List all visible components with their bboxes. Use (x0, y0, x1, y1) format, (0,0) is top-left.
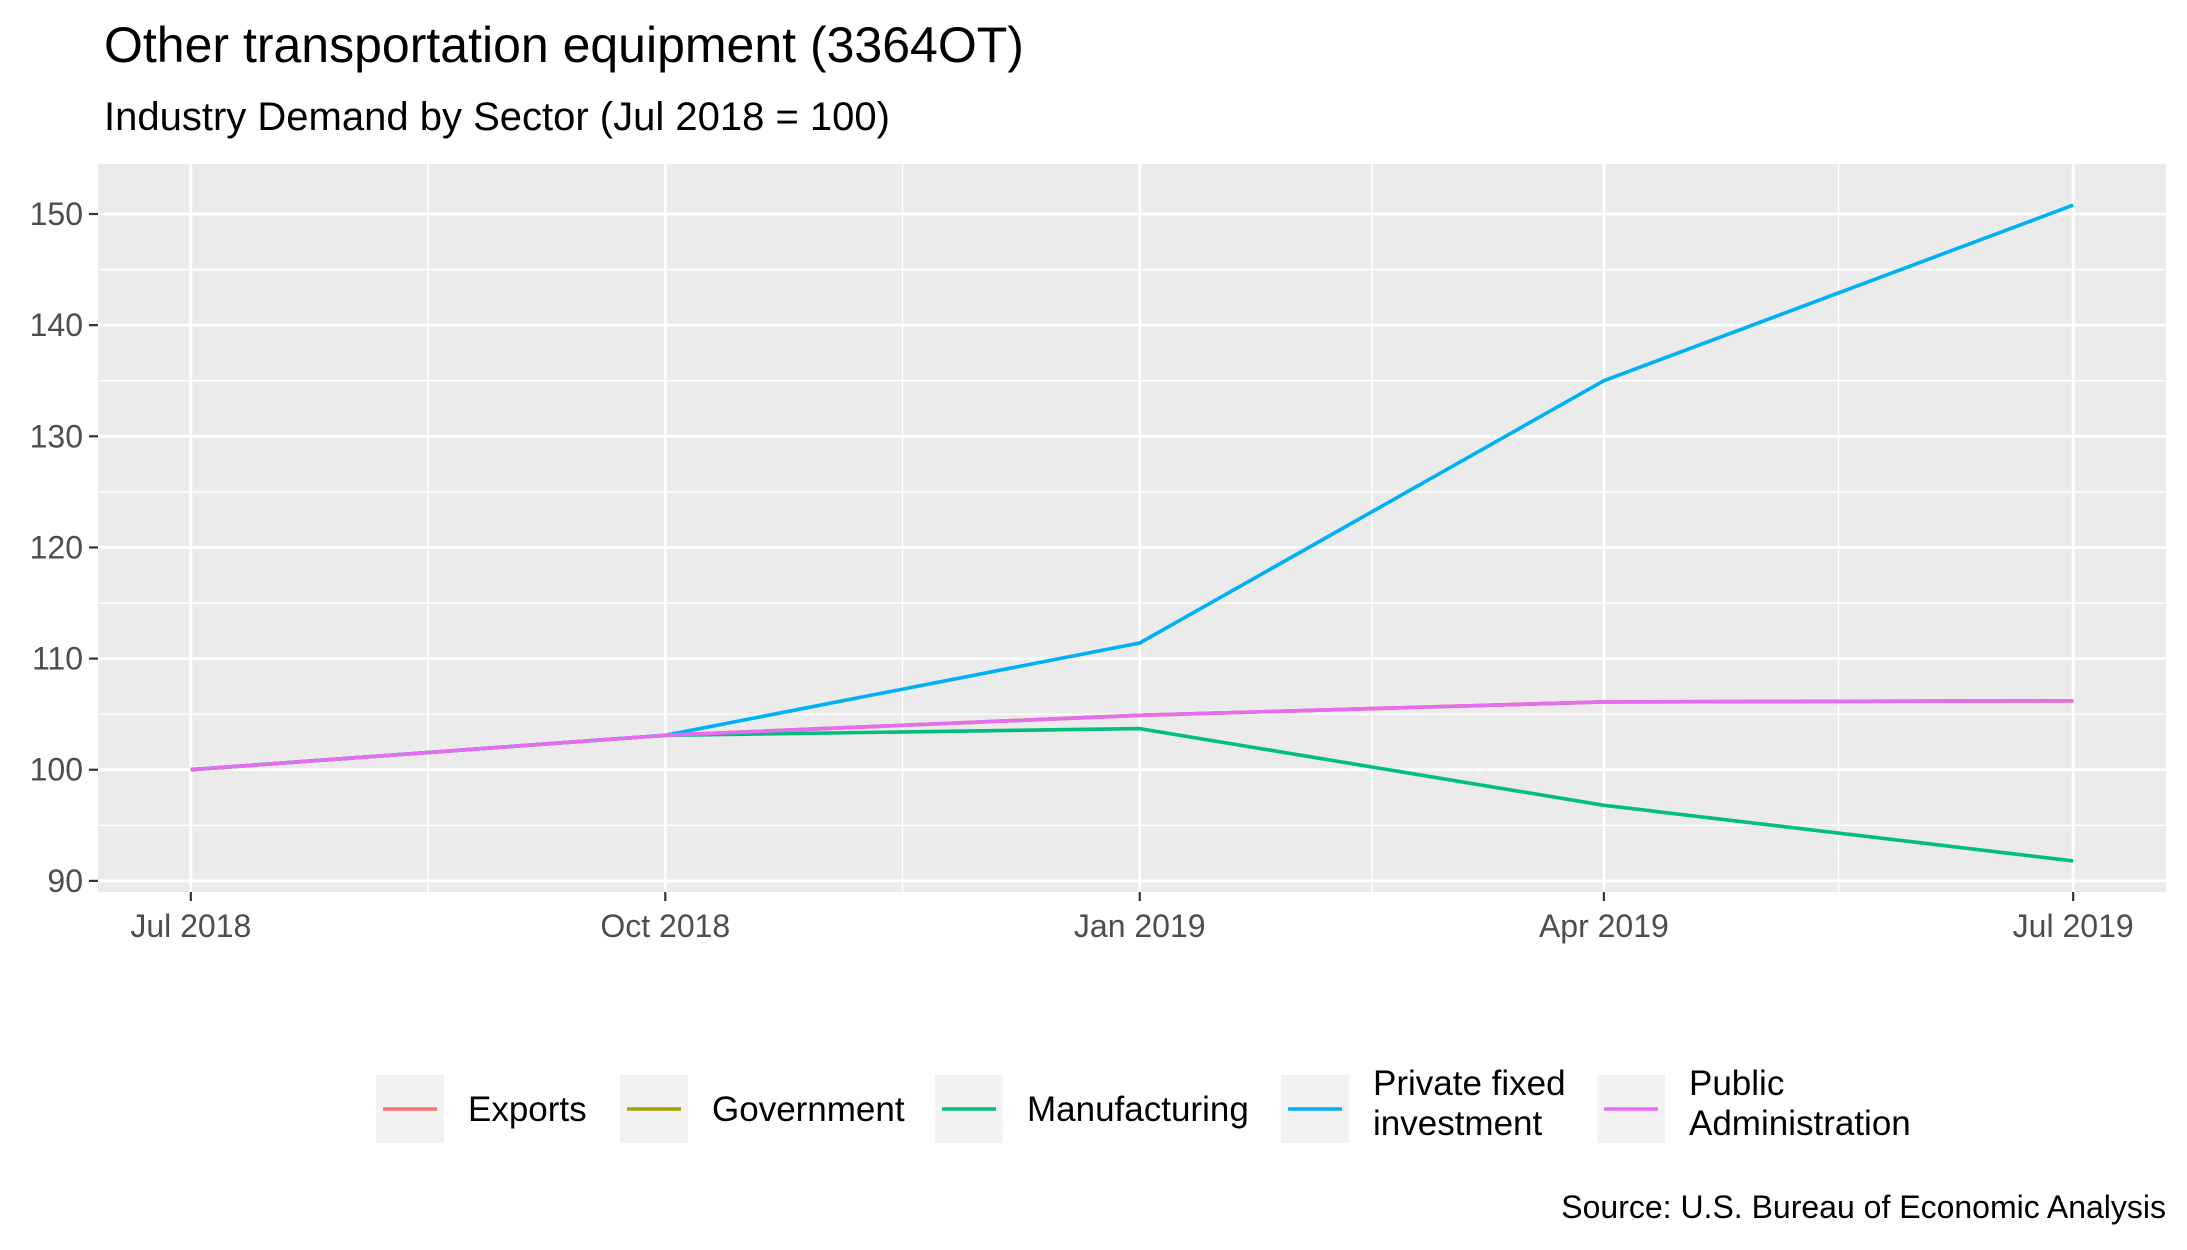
chart-subtitle: Industry Demand by Sector (Jul 2018 = 10… (104, 95, 890, 139)
x-tick-label: Apr 2019 (1539, 908, 1669, 944)
y-tick-label: 110 (32, 641, 83, 677)
legend: Exports Government Manufacturing Private fi… (376, 1064, 1911, 1143)
x-tick-label: Jul 2018 (130, 908, 251, 944)
x-tick-label: Jan 2019 (1074, 908, 1206, 944)
legend-label: Manufacturing (1027, 1090, 1249, 1129)
y-tick-label: 90 (47, 863, 83, 899)
y-tick-label: 140 (30, 307, 83, 343)
plot-panel (98, 164, 2166, 892)
legend-label: Public (1689, 1064, 1784, 1103)
y-tick-label: 100 (30, 752, 83, 788)
x-tick-label: Oct 2018 (600, 908, 730, 944)
x-tick-label: Jul 2019 (2013, 908, 2134, 944)
y-axis: 90 100 110 120 130 140 150 (30, 196, 98, 899)
legend-label: Private fixed (1373, 1064, 1566, 1103)
series-lines (190, 203, 2074, 863)
y-tick-label: 150 (30, 196, 83, 232)
major-gridlines (98, 164, 2166, 892)
minor-gridlines (98, 164, 2166, 892)
x-axis: Jul 2018 Oct 2018 Jan 2019 Apr 2019 Jul 2019 (130, 892, 2134, 944)
y-tick-label: 120 (30, 529, 83, 565)
chart-caption: Source: U.S. Bureau of Economic Analysis (1561, 1189, 2166, 1225)
legend-label: investment (1373, 1104, 1543, 1143)
legend-label: Administration (1689, 1104, 1911, 1143)
y-tick-label: 130 (30, 418, 83, 454)
series-line (190, 698, 2074, 772)
chart-title: Other transportation equipment (3364OT) (104, 17, 1024, 73)
legend-label: Exports (468, 1090, 587, 1129)
legend-label: Government (712, 1090, 905, 1129)
